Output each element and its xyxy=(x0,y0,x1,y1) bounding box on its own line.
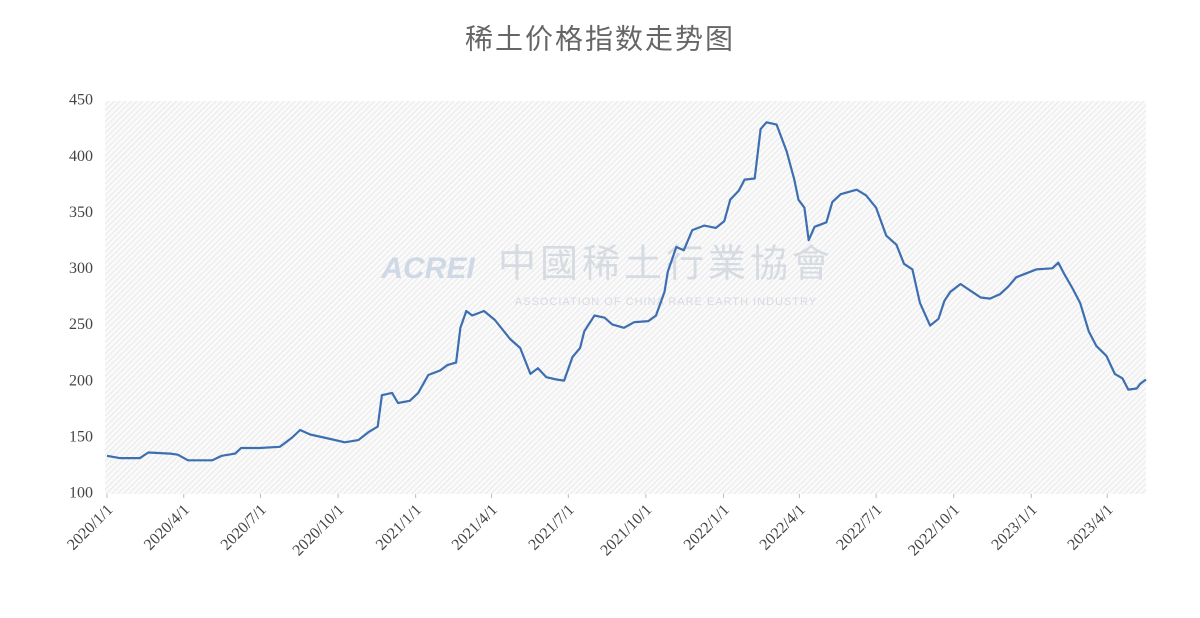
y-tick-label: 200 xyxy=(69,372,93,389)
plot-area xyxy=(105,101,1146,494)
chart-title: 稀土价格指数走势图 xyxy=(465,23,735,55)
price-line xyxy=(106,121,1147,462)
x-tick-label: 2020/4/1 xyxy=(141,501,193,553)
y-tick-label: 150 xyxy=(69,429,93,446)
watermark-name: 中國稀土行業協會 xyxy=(498,244,834,286)
x-tick-label: 2020/10/1 xyxy=(290,501,348,559)
y-tick-label: 350 xyxy=(69,204,93,221)
x-tick-label: 2023/4/1 xyxy=(1064,501,1116,553)
x-tick-label: 2022/1/1 xyxy=(681,501,733,553)
y-tick-label: 300 xyxy=(69,260,93,277)
x-tick-label: 2020/7/1 xyxy=(218,501,270,553)
x-tick-label: 2021/1/1 xyxy=(373,501,425,553)
x-tick-label: 2021/10/1 xyxy=(597,501,655,559)
y-tick-label: 100 xyxy=(69,485,93,502)
watermark-subtitle: ASSOCIATION OF CHINA RARE EARTH INDUSTRY xyxy=(515,296,817,308)
x-tick-label: 2022/7/1 xyxy=(833,501,885,553)
x-tick-label: 2020/1/1 xyxy=(64,501,116,553)
x-tick-label: 2022/10/1 xyxy=(905,501,963,559)
y-tick-label: 450 xyxy=(69,92,93,109)
x-tick-label: 2023/1/1 xyxy=(988,501,1040,553)
x-tick-label: 2021/4/1 xyxy=(449,501,501,553)
y-tick-label: 400 xyxy=(69,148,93,165)
x-tick-label: 2022/4/1 xyxy=(757,501,809,553)
watermark-logo: ACREI xyxy=(380,252,475,285)
y-tick-label: 250 xyxy=(69,316,93,333)
x-tick-label: 2021/7/1 xyxy=(525,501,577,553)
